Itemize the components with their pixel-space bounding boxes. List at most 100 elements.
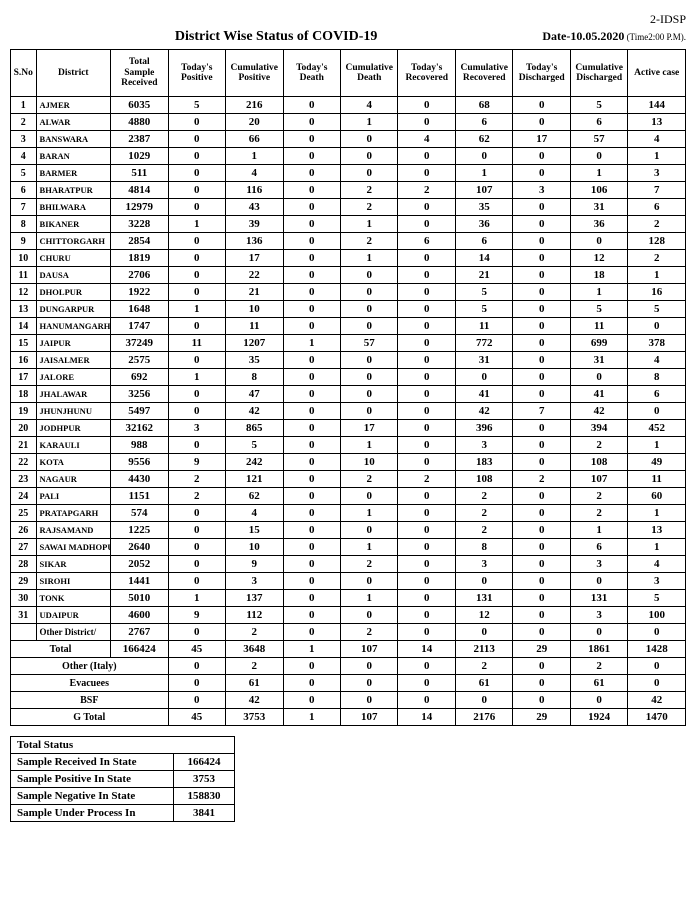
- value-cell: 62: [455, 131, 512, 148]
- value-cell: 2: [226, 658, 283, 675]
- value-cell: 0: [398, 97, 455, 114]
- value-cell: 0: [168, 675, 225, 692]
- value-cell: 6: [628, 386, 686, 403]
- value-cell: 9: [168, 607, 225, 624]
- value-cell: 35: [226, 352, 283, 369]
- table-body: 1AJMER6035521604068051442ALWAR4880020010…: [11, 97, 686, 726]
- value-cell: 0: [283, 488, 340, 505]
- sno-cell: 30: [11, 590, 37, 607]
- value-cell: 6: [628, 199, 686, 216]
- value-cell: 0: [168, 624, 225, 641]
- value-cell: 2: [341, 556, 398, 573]
- sno-cell: 28: [11, 556, 37, 573]
- value-cell: 31: [455, 352, 512, 369]
- value-cell: 4: [226, 165, 283, 182]
- district-cell: BHARATPUR: [36, 182, 111, 199]
- value-cell: 4: [341, 97, 398, 114]
- extra-row: G Total45375311071421762919241470: [11, 709, 686, 726]
- value-cell: 0: [513, 250, 570, 267]
- table-row: 13DUNGARPUR16481100005055: [11, 301, 686, 318]
- value-cell: 17: [226, 250, 283, 267]
- value-cell: 42: [226, 403, 283, 420]
- district-cell: SIROHI: [36, 573, 111, 590]
- value-cell: 0: [398, 488, 455, 505]
- district-cell: JALORE: [36, 369, 111, 386]
- value-cell: 60: [628, 488, 686, 505]
- value-cell: 0: [398, 250, 455, 267]
- value-cell: 0: [398, 369, 455, 386]
- value-cell: 692: [111, 369, 168, 386]
- value-cell: 42: [226, 692, 283, 709]
- value-cell: 2: [341, 233, 398, 250]
- value-cell: 2113: [455, 641, 512, 658]
- value-cell: 1: [283, 641, 340, 658]
- value-cell: 57: [341, 335, 398, 352]
- status-value: 3753: [174, 771, 235, 788]
- value-cell: 5: [628, 301, 686, 318]
- column-header: Cumulative Discharged: [570, 50, 627, 97]
- value-cell: 1648: [111, 301, 168, 318]
- value-cell: 0: [283, 539, 340, 556]
- value-cell: 6: [455, 233, 512, 250]
- value-cell: 0: [513, 199, 570, 216]
- value-cell: 0: [513, 233, 570, 250]
- value-cell: 452: [628, 420, 686, 437]
- value-cell: 0: [283, 233, 340, 250]
- district-cell: DUNGARPUR: [36, 301, 111, 318]
- sno-cell: 17: [11, 369, 37, 386]
- value-cell: 0: [283, 216, 340, 233]
- date-value: 10.05.2020: [570, 29, 624, 43]
- table-row: 25PRATAPGARH574040102021: [11, 505, 686, 522]
- value-cell: 3: [513, 182, 570, 199]
- sno-cell: 14: [11, 318, 37, 335]
- table-row: 26RAJSAMAND122501500020113: [11, 522, 686, 539]
- table-row: 31UDAIPUR460091120001203100: [11, 607, 686, 624]
- value-cell: 1: [570, 284, 627, 301]
- value-cell: 0: [398, 165, 455, 182]
- value-cell: 4: [398, 131, 455, 148]
- value-cell: 0: [168, 692, 225, 709]
- district-cell: RAJSAMAND: [36, 522, 111, 539]
- value-cell: 8: [628, 369, 686, 386]
- value-cell: 0: [628, 675, 686, 692]
- value-cell: 0: [513, 335, 570, 352]
- value-cell: 29: [513, 709, 570, 726]
- sno-cell: 19: [11, 403, 37, 420]
- value-cell: 1: [341, 250, 398, 267]
- value-cell: 0: [513, 216, 570, 233]
- sno-cell: 23: [11, 471, 37, 488]
- value-cell: 0: [398, 539, 455, 556]
- value-cell: 41: [455, 386, 512, 403]
- table-row: 22KOTA955692420100183010849: [11, 454, 686, 471]
- value-cell: 1861: [570, 641, 627, 658]
- value-cell: 1207: [226, 335, 283, 352]
- value-cell: 49: [628, 454, 686, 471]
- value-cell: 3: [168, 420, 225, 437]
- value-cell: 12979: [111, 199, 168, 216]
- value-cell: 22: [226, 267, 283, 284]
- status-value: 3841: [174, 805, 235, 822]
- value-cell: 0: [398, 607, 455, 624]
- value-cell: 47: [226, 386, 283, 403]
- table-row: 15JAIPUR3724911120715707720699378: [11, 335, 686, 352]
- date-prefix: Date-: [542, 29, 570, 43]
- district-cell: CHURU: [36, 250, 111, 267]
- value-cell: 0: [168, 505, 225, 522]
- value-cell: 7: [628, 182, 686, 199]
- value-cell: 2706: [111, 267, 168, 284]
- value-cell: 2: [398, 471, 455, 488]
- value-cell: 3: [628, 165, 686, 182]
- value-cell: 0: [570, 573, 627, 590]
- value-cell: 0: [283, 658, 340, 675]
- value-cell: 166424: [111, 641, 168, 658]
- value-cell: 0: [513, 675, 570, 692]
- value-cell: 2: [628, 216, 686, 233]
- value-cell: 0: [168, 131, 225, 148]
- value-cell: 9: [226, 556, 283, 573]
- table-row: 16JAISALMER2575035000310314: [11, 352, 686, 369]
- value-cell: 394: [570, 420, 627, 437]
- value-cell: 2767: [111, 624, 168, 641]
- value-cell: 0: [513, 386, 570, 403]
- value-cell: 11: [168, 335, 225, 352]
- value-cell: 116: [226, 182, 283, 199]
